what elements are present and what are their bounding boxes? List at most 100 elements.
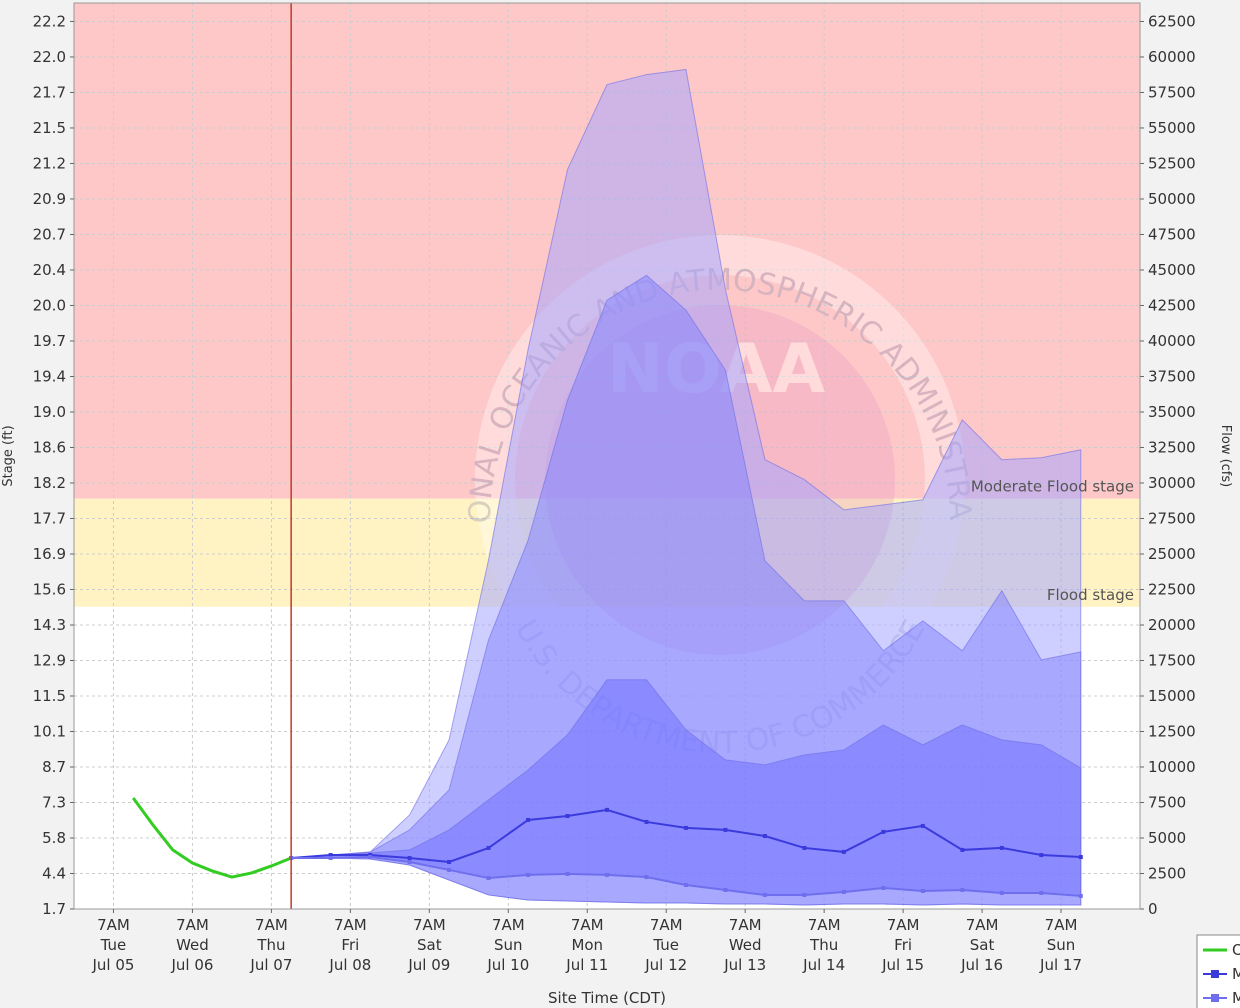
- series-marker: [565, 813, 570, 818]
- x-tick-label: Jul 11: [565, 956, 608, 974]
- threshold-label: Moderate Flood stage: [971, 478, 1134, 496]
- x-tick-label: 7AM: [887, 916, 920, 934]
- y-tick-label: 16.9: [33, 545, 66, 563]
- y2-tick-label: 2500: [1148, 864, 1186, 882]
- y2-tick-label: 22500: [1148, 580, 1196, 598]
- series-marker: [762, 834, 767, 839]
- series-marker: [605, 807, 609, 812]
- legend-marker: [1211, 970, 1219, 978]
- x-tick-label: Fri: [894, 936, 912, 954]
- y2-tick-label: 7500: [1148, 793, 1186, 811]
- x-tick-label: 7AM: [413, 916, 446, 934]
- series-marker: [960, 887, 965, 892]
- x-tick-label: Jul 10: [486, 956, 529, 974]
- y-tick-label: 12.9: [33, 651, 66, 669]
- x-tick-label: Jul 13: [723, 956, 766, 974]
- y-tick-label: 19.4: [33, 367, 66, 385]
- y-tick-label: 17.7: [33, 509, 66, 527]
- series-marker: [644, 875, 649, 880]
- series-marker: [447, 867, 452, 872]
- x-tick-label: 7AM: [650, 916, 683, 934]
- x-tick-label: Jul 06: [170, 956, 213, 974]
- series-marker: [368, 855, 373, 860]
- y-tick-label: 10.1: [33, 722, 66, 740]
- y2-axis-label: Flow (cfs): [1218, 425, 1233, 487]
- y-tick-label: 22.2: [33, 12, 66, 30]
- x-tick-label: 7AM: [966, 916, 999, 934]
- y2-tick-label: 15000: [1148, 687, 1196, 705]
- series-marker: [1078, 855, 1083, 860]
- threshold-label: Flood stage: [1047, 586, 1134, 604]
- x-tick-label: Jul 17: [1039, 956, 1082, 974]
- legend-label: M: [1232, 989, 1240, 1007]
- y2-tick-label: 45000: [1148, 261, 1196, 279]
- y-tick-label: 21.2: [33, 154, 66, 172]
- y-tick-label: 15.6: [33, 580, 66, 598]
- series-marker: [486, 845, 491, 850]
- series-marker: [881, 885, 886, 890]
- x-tick-label: Jul 08: [328, 956, 371, 974]
- x-tick-label: Jul 15: [881, 956, 924, 974]
- y2-tick-label: 12500: [1148, 722, 1196, 740]
- y-tick-label: 1.7: [42, 900, 66, 918]
- x-tick-label: Sat: [417, 936, 442, 954]
- y2-tick-label: 57500: [1148, 83, 1196, 101]
- y-tick-label: 22.0: [33, 48, 66, 66]
- y2-tick-label: 30000: [1148, 474, 1196, 492]
- series-line: [132, 797, 292, 879]
- y-tick-label: 8.7: [42, 758, 66, 776]
- y-tick-label: 20.0: [33, 296, 66, 314]
- x-tick-label: Sun: [494, 936, 523, 954]
- y2-tick-label: 55000: [1148, 119, 1196, 137]
- y-tick-label: 18.2: [33, 474, 66, 492]
- series-marker: [802, 845, 807, 850]
- series-marker: [762, 892, 767, 897]
- x-tick-label: Fri: [341, 936, 359, 954]
- series-marker: [1078, 893, 1083, 898]
- x-tick-label: 7AM: [97, 916, 130, 934]
- x-tick-label: Jul 07: [249, 956, 292, 974]
- y-tick-label: 5.8: [42, 829, 66, 847]
- series-marker: [526, 872, 531, 877]
- x-tick-label: Tue: [652, 936, 679, 954]
- y2-tick-label: 42500: [1148, 296, 1196, 314]
- y-tick-label: 4.4: [42, 864, 66, 882]
- series-marker: [960, 847, 965, 852]
- y2-tick-label: 20000: [1148, 616, 1196, 634]
- series-marker: [841, 849, 846, 854]
- x-tick-label: 7AM: [334, 916, 367, 934]
- y-axis-label: Stage (ft): [1, 425, 16, 486]
- series-marker: [999, 890, 1004, 895]
- legend-marker: [1211, 994, 1219, 1002]
- series-marker: [841, 889, 846, 894]
- series-marker: [565, 871, 570, 876]
- legend-label: O: [1232, 941, 1240, 959]
- series-marker: [644, 819, 649, 824]
- x-axis-label: Site Time (CDT): [548, 989, 666, 1007]
- y-tick-label: 21.7: [33, 83, 66, 101]
- y2-tick-label: 60000: [1148, 48, 1196, 66]
- y-tick-label: 20.4: [33, 261, 66, 279]
- x-tick-label: Jul 05: [92, 956, 135, 974]
- x-tick-label: Sat: [970, 936, 995, 954]
- y2-tick-label: 5000: [1148, 829, 1186, 847]
- x-tick-label: 7AM: [808, 916, 841, 934]
- x-tick-label: 7AM: [729, 916, 762, 934]
- y2-tick-label: 17500: [1148, 651, 1196, 669]
- x-tick-label: Thu: [809, 936, 838, 954]
- y2-tick-label: 0: [1148, 900, 1158, 918]
- series-marker: [1039, 853, 1044, 858]
- x-tick-label: Jul 16: [960, 956, 1003, 974]
- y-tick-label: 20.9: [33, 190, 66, 208]
- series-marker: [881, 829, 886, 834]
- y2-tick-label: 37500: [1148, 367, 1196, 385]
- y-tick-label: 20.7: [33, 225, 66, 243]
- series-marker: [683, 883, 688, 888]
- x-tick-label: Tue: [100, 936, 127, 954]
- y2-tick-label: 40000: [1148, 332, 1196, 350]
- x-tick-label: 7AM: [255, 916, 288, 934]
- y2-tick-label: 10000: [1148, 758, 1196, 776]
- y2-tick-label: 50000: [1148, 190, 1196, 208]
